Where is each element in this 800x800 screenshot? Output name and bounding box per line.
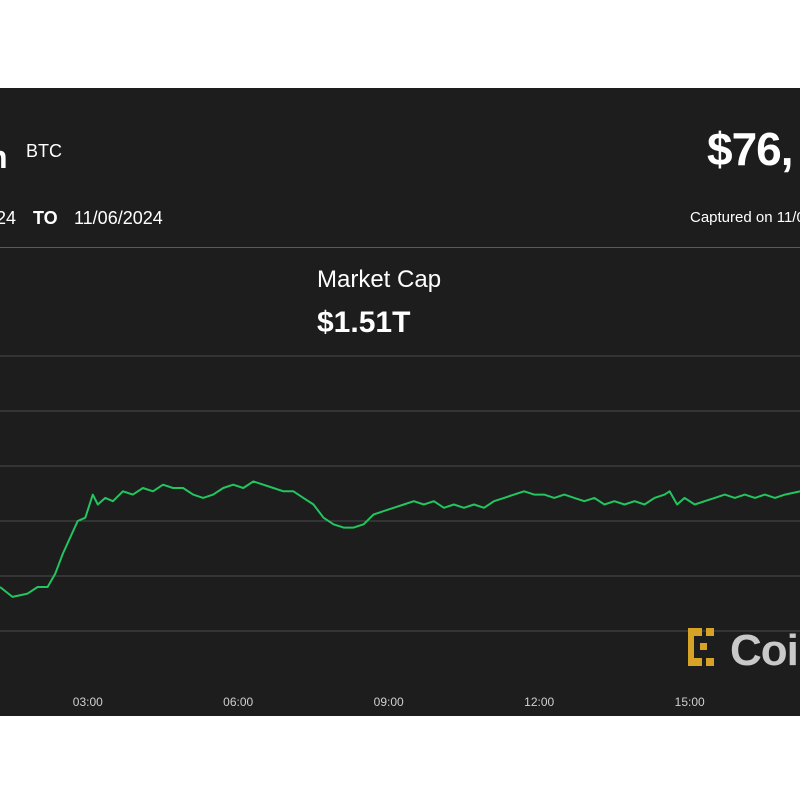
current-price: $76, <box>707 123 794 175</box>
date-range-start: 24 <box>0 208 17 228</box>
captured-timestamp: Captured on 11/0 <box>690 209 800 226</box>
date-range-to-label: TO <box>33 208 58 228</box>
coindesk-bracket-icon <box>688 628 714 666</box>
date-range-end: 11/06/2024 <box>74 208 163 228</box>
x-tick-label: 06:00 <box>223 695 253 709</box>
x-tick-label: 12:00 <box>524 695 554 709</box>
market-cap-label: Market Cap <box>317 266 442 293</box>
price-series-line <box>0 480 800 598</box>
gridlines <box>0 355 800 632</box>
chart-panel: n BTC $76, 24 TO 11/06/2024 Captured on … <box>0 88 800 716</box>
x-tick-label: 15:00 <box>675 695 705 709</box>
market-cap-value: $1.51T <box>317 306 411 339</box>
coindesk-wordmark: Coi <box>730 626 799 675</box>
coindesk-logo: Coi <box>680 624 799 675</box>
coin-symbol: BTC <box>26 141 62 161</box>
coin-name: n <box>0 139 8 176</box>
header-divider <box>0 247 800 248</box>
price-line-chart: 03:00 06:00 09:00 12:00 15:00 <box>0 355 800 709</box>
x-tick-label: 03:00 <box>73 695 103 709</box>
x-axis-ticks: 03:00 06:00 09:00 12:00 15:00 <box>73 695 705 709</box>
x-tick-label: 09:00 <box>374 695 404 709</box>
